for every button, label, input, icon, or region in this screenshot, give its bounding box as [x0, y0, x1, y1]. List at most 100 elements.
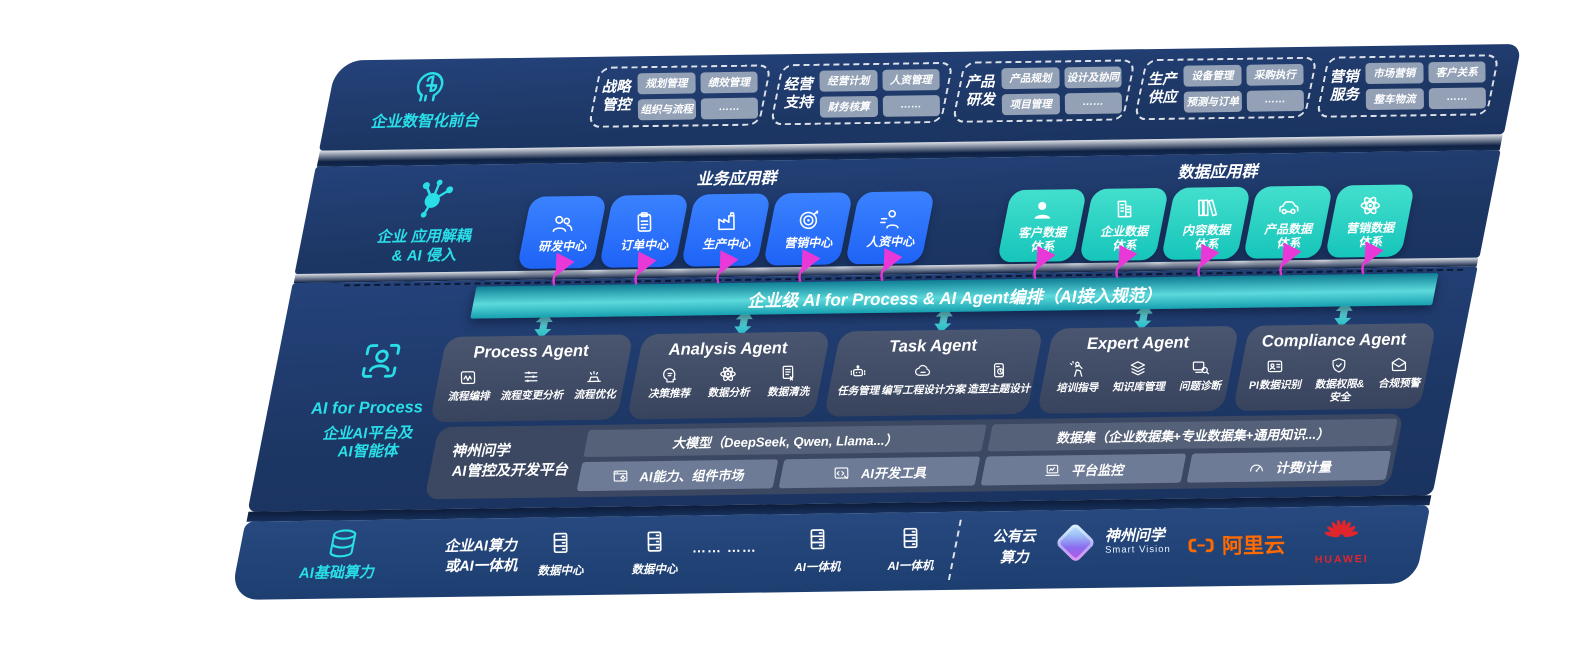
front-office-group: 经营 支持 经营计划 人资管理 财务核算…… [769, 61, 954, 126]
group-item-pill: 项目管理 [1001, 93, 1060, 116]
agent-capability: 数据权限& 安全 [1308, 355, 1371, 404]
agent-capability: PI数据识别 [1249, 356, 1301, 392]
agent-capabilities: PI数据识别 数据权限& 安全 合规预警 [1246, 354, 1423, 405]
agent-capability-label: 数据清洗 [766, 385, 810, 399]
compute-node-label: AI一体机 [794, 561, 841, 575]
group-pills: 市场营销 客户关系 整车物流…… [1365, 61, 1487, 111]
agent-title: Expert Agent [1086, 333, 1189, 354]
server-icon [896, 524, 923, 551]
ai-process-rail: AI for Process 企业AI平台及 AI智能体 [285, 337, 462, 464]
ai-process-label: AI for Process 企业AI平台及 AI智能体 [311, 397, 424, 463]
platform-cell-label: 计费/计量 [1274, 459, 1331, 476]
group-item-pill: 预测与订单 [1183, 90, 1242, 113]
compute-rail-label: AI基础算力 [299, 563, 375, 583]
group-title: 经营 支持 [783, 76, 813, 111]
front-office-groups: 战略 管控 规划管理 绩效管理 组织与流程…… 经营 支持 经营计划 人资管理 财务核算…… 产… [587, 54, 1500, 128]
double-arrow-icon [932, 306, 955, 334]
compute-node-label: 数据中心 [631, 563, 678, 577]
running-person-icon [877, 206, 902, 231]
agent-capability: 编写工程设计方案 [880, 361, 965, 398]
agent-capabilities: 流程编排 流程变更分析 流程优化 [443, 366, 620, 404]
agent-capability-label: 流程变更分析 [500, 389, 564, 403]
shield-check-icon [1329, 355, 1349, 375]
group-title: 战略 管控 [601, 79, 631, 114]
group-item-pill: 市场营销 [1365, 62, 1424, 85]
agent-capability-label: 造型主题设计 [966, 382, 1030, 396]
group-item-pill: 整车物流 [1365, 88, 1424, 111]
application-layer: 企业 应用解耦 & AI 侵入 业务应用群 研发中心 订单中心 生产中心 营销中心 人资… [294, 150, 1501, 275]
agent-capability-label: 合规预警 [1378, 377, 1421, 390]
double-arrow-icon [532, 312, 555, 339]
aliyun-name: 阿里云 [1221, 534, 1286, 559]
data-app-cluster: 数据应用群 客户数据 体系 企业数据 体系 内容数据 体系 产品数据 体系 营销数据 体… [996, 155, 1423, 263]
platform-group-header: 大模型（DeepSeek, Qwen, Llama...） [583, 424, 987, 458]
building-icon [1111, 196, 1136, 221]
platform-cell: AI开发工具 [778, 456, 981, 489]
platform-cell-label: 平台监控 [1071, 462, 1124, 479]
factory-icon [713, 208, 738, 233]
ai-platform-layer: 企业级 AI for Process & AI Agent编排（AI接入规范） … [247, 266, 1478, 512]
group-item-pill: …… [1428, 87, 1487, 110]
presenter-icon [1066, 359, 1086, 379]
database-icon [323, 526, 364, 561]
agent-card: Process Agent 流程编排 流程变更分析 流程优化 [429, 334, 634, 423]
compute-node: AI一体机 [861, 524, 959, 574]
group-title: 生产 供应 [1147, 71, 1177, 106]
platform-cell: AI能力、组件市场 [576, 459, 779, 492]
box-label: 营销中心 [784, 235, 833, 250]
server-icon [640, 528, 667, 555]
group-item-pill: 规划管理 [637, 72, 696, 95]
atom-icon [718, 364, 738, 384]
double-arrow-icon [732, 309, 755, 336]
id-card-icon [1265, 356, 1285, 376]
group-item-pill: 组织与流程 [637, 98, 696, 121]
double-arrow-icon [1132, 304, 1155, 331]
front-office-label: 企业数智化前台 [369, 112, 479, 131]
group-item-pill: …… [1064, 92, 1123, 115]
data-system-box: 产品数据 体系 [1242, 185, 1334, 259]
agent-capability: 培训指导 [1055, 359, 1098, 395]
app-center-box: 生产中心 [680, 193, 772, 267]
agent-capability: 数据分析 [707, 364, 749, 400]
agent-card: Compliance Agent PI数据识别 数据权限& 安全 合规预警 [1232, 323, 1437, 412]
server-icon [803, 526, 830, 553]
compute-node: 数据中心 [605, 527, 703, 577]
group-title: 产品 研发 [965, 74, 995, 109]
data-system-boxes: 客户数据 体系 企业数据 体系 内容数据 体系 产品数据 体系 营销数据 体系 [996, 184, 1417, 263]
group-item-pill: …… [700, 97, 759, 120]
platform-group-header-label: 大模型（DeepSeek, Qwen, Llama...） [672, 432, 898, 451]
platform-cell: 平台监控 [980, 453, 1186, 486]
front-office-group: 战略 管控 规划管理 绩效管理 组织与流程…… [587, 64, 772, 128]
ai-process-line1: AI for Process [310, 398, 424, 418]
app-center-box: 营销中心 [762, 192, 854, 266]
agent-capabilities: 培训指导 知识库管理 问题诊断 [1049, 357, 1226, 395]
front-office-layer: 企业数智化前台 战略 管控 规划管理 绩效管理 组织与流程…… 经营 支持 经营计划 人资管… [318, 43, 1522, 151]
gauge-icon [1247, 458, 1265, 476]
group-pills: 经营计划 人资管理 财务核算…… [819, 69, 941, 118]
huawei-icon [1323, 516, 1359, 552]
agent-card: Task Agent 任务管理 编写工程设计方案 造型主题设计 [823, 328, 1044, 417]
compute-node: AI一体机 [768, 525, 866, 575]
agent-capability: 流程优化 [573, 366, 616, 402]
clipboard-icon [631, 210, 656, 235]
decouple-label: 企业 应用解耦 & AI 侵入 [377, 228, 472, 267]
smart-vision-logo: 神州问学 Smart Vision [1054, 522, 1173, 564]
agent-title: Process Agent [473, 341, 589, 362]
group-pills: 规划管理 绩效管理 组织与流程…… [637, 71, 759, 121]
group-pills: 产品规划 设计及协同 项目管理…… [1001, 66, 1123, 116]
agent-capability-label: 任务管理 [836, 384, 879, 398]
group-item-pill: 客户关系 [1427, 61, 1486, 84]
business-cluster-title: 业务应用群 [696, 170, 777, 189]
group-item-pill: 财务核算 [819, 95, 878, 118]
head-profile-icon [658, 365, 678, 385]
platform-cell-label: AI开发工具 [860, 465, 927, 482]
brain-head-icon [408, 65, 456, 106]
compute-node: 数据中心 [511, 529, 609, 579]
agent-capability-label: 编写工程设计方案 [880, 383, 965, 397]
box-label: 生产中心 [702, 236, 751, 251]
agent-capability-label: 数据权限& 安全 [1314, 378, 1365, 404]
molecule-icon [406, 175, 461, 222]
agent-title: Task Agent [888, 336, 977, 356]
platform-cell: 计费/计量 [1186, 450, 1392, 483]
